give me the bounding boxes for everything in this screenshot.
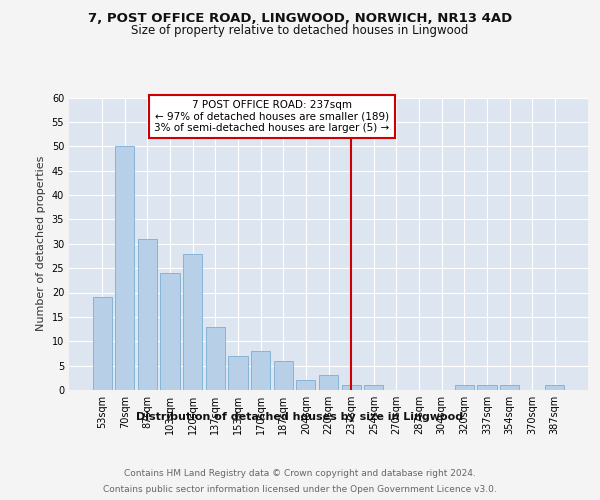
Bar — [206, 326, 225, 390]
Text: Size of property relative to detached houses in Lingwood: Size of property relative to detached ho… — [131, 24, 469, 37]
Bar — [364, 385, 383, 390]
Bar — [183, 254, 202, 390]
Bar — [251, 351, 270, 390]
Bar — [341, 385, 361, 390]
Text: 7, POST OFFICE ROAD, LINGWOOD, NORWICH, NR13 4AD: 7, POST OFFICE ROAD, LINGWOOD, NORWICH, … — [88, 12, 512, 26]
Text: Distribution of detached houses by size in Lingwood: Distribution of detached houses by size … — [136, 412, 464, 422]
Bar — [477, 385, 497, 390]
Bar — [500, 385, 519, 390]
Text: 7 POST OFFICE ROAD: 237sqm
← 97% of detached houses are smaller (189)
3% of semi: 7 POST OFFICE ROAD: 237sqm ← 97% of deta… — [154, 100, 389, 133]
Bar — [274, 361, 293, 390]
Bar — [160, 273, 180, 390]
Bar — [115, 146, 134, 390]
Bar — [455, 385, 474, 390]
Text: Contains public sector information licensed under the Open Government Licence v3: Contains public sector information licen… — [103, 485, 497, 494]
Bar — [296, 380, 316, 390]
Bar — [229, 356, 248, 390]
Text: Contains HM Land Registry data © Crown copyright and database right 2024.: Contains HM Land Registry data © Crown c… — [124, 469, 476, 478]
Bar — [138, 239, 157, 390]
Bar — [92, 298, 112, 390]
Bar — [319, 376, 338, 390]
Y-axis label: Number of detached properties: Number of detached properties — [36, 156, 46, 332]
Bar — [545, 385, 565, 390]
